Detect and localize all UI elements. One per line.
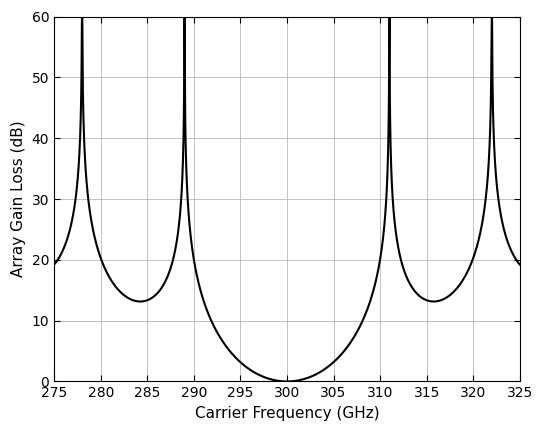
Y-axis label: Array Gain Loss (dB): Array Gain Loss (dB) <box>11 121 26 277</box>
X-axis label: Carrier Frequency (GHz): Carrier Frequency (GHz) <box>195 406 379 421</box>
